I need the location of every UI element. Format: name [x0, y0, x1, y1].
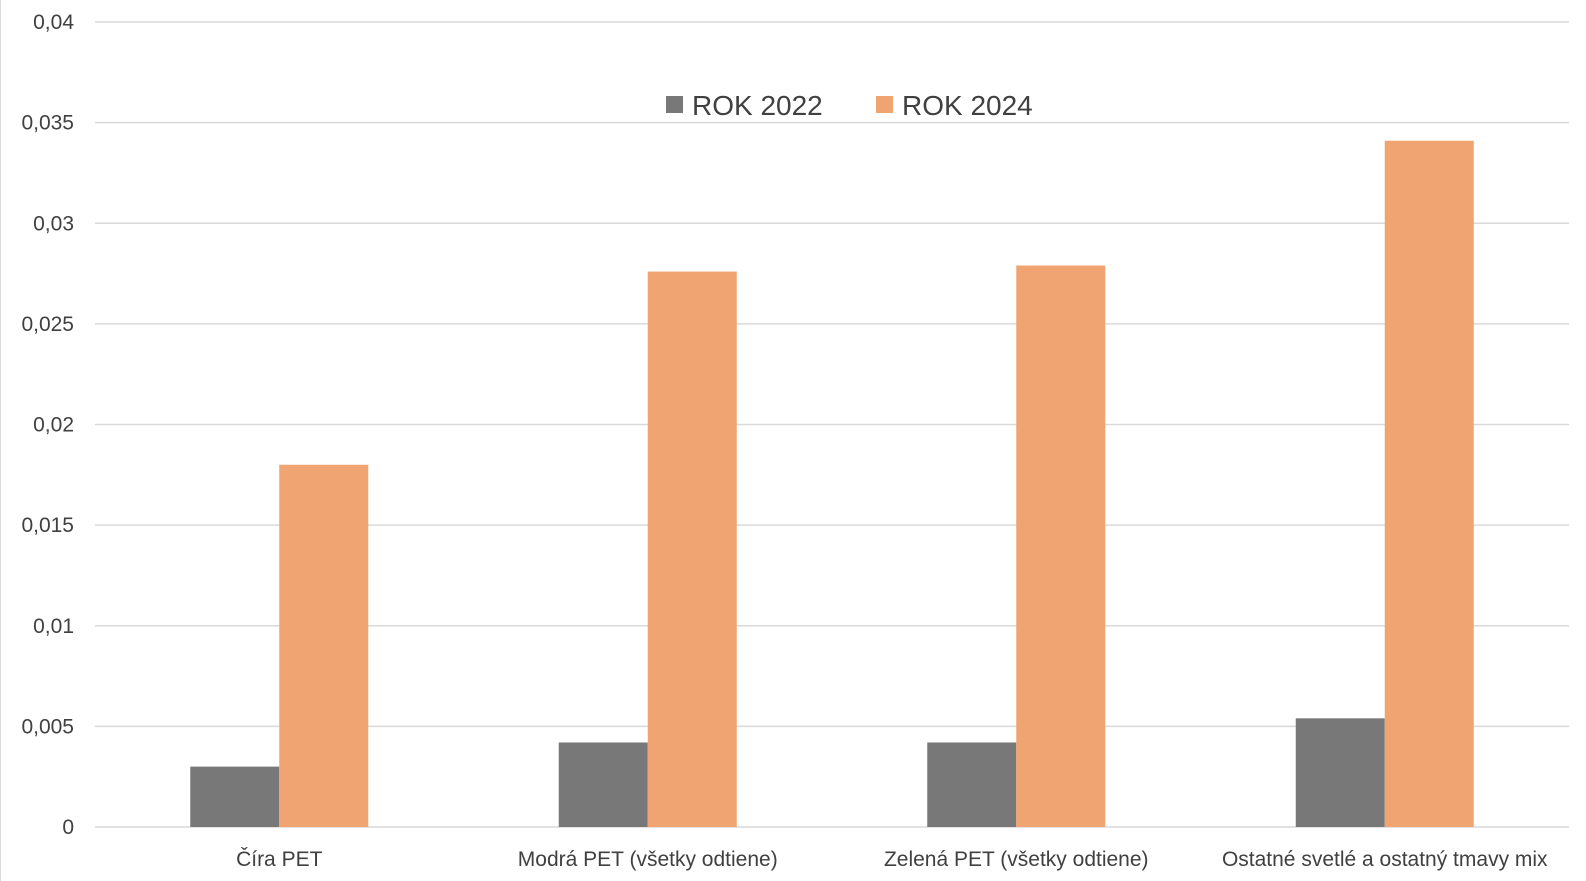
legend-swatch: [666, 96, 683, 113]
y-tick-label: 0,025: [21, 313, 74, 336]
bar-rok-2024: [647, 271, 737, 827]
bar-rok-2022: [927, 742, 1017, 827]
y-tick-label: 0,02: [33, 414, 74, 437]
y-tick-label: 0,03: [33, 212, 74, 235]
legend-label: ROK 2022: [692, 90, 823, 121]
bar-rok-2022: [558, 742, 648, 827]
bars: [190, 140, 1474, 828]
y-tick-label: 0,035: [21, 112, 74, 135]
y-tick-label: 0,01: [33, 615, 74, 638]
bar-rok-2024: [1384, 140, 1474, 828]
bar-rok-2022: [1295, 718, 1385, 827]
legend-swatch: [876, 96, 893, 113]
legend-label: ROK 2024: [902, 90, 1033, 121]
x-category-label: Ostatné svetlé a ostatný tmavy mix: [1222, 848, 1548, 871]
y-tick-label: 0,005: [21, 715, 74, 738]
legend: ROK 2022 ROK 2024: [666, 90, 1033, 121]
bar-rok-2022: [190, 766, 280, 827]
y-tick-label: 0: [62, 816, 74, 839]
x-category-label: Modrá PET (všetky odtiene): [518, 848, 778, 871]
x-category-label: Číra PET: [236, 848, 323, 871]
bar-rok-2024: [1016, 265, 1106, 827]
y-axis-tick-labels: 0 0,005 0,01 0,015 0,02 0,025 0,03 0,035 0,04: [21, 11, 74, 839]
bar-rok-2024: [279, 464, 369, 827]
x-category-label: Zelená PET (všetky odtiene): [884, 848, 1149, 871]
y-tick-label: 0,04: [33, 11, 74, 34]
y-tick-label: 0,015: [21, 514, 74, 537]
x-axis-category-labels: Číra PET Modrá PET (všetky odtiene) Zelená…: [236, 848, 1548, 871]
